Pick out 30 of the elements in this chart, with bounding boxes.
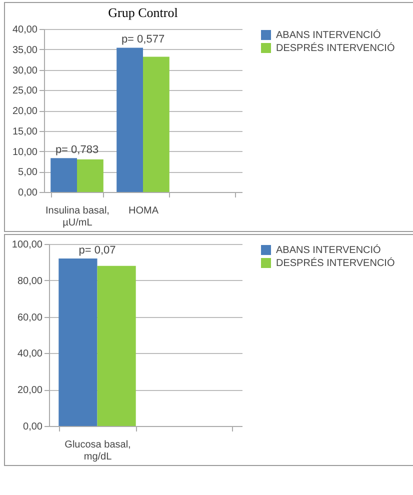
y-tick-label: 25,00 [12, 86, 38, 97]
bar [116, 48, 143, 192]
bar [77, 159, 104, 192]
legend-label: DESPRÉS INTERVENCIÓ [276, 257, 395, 269]
y-tick-label: 10,00 [12, 146, 38, 158]
legend-label: DESPRÉS INTERVENCIÓ [276, 42, 395, 54]
y-tick-label: 80,00 [17, 276, 43, 287]
y-tick-label: 40,00 [12, 24, 38, 36]
x-tick-label: Insulina basal, µU/mL [46, 206, 110, 228]
legend-label: ABANS INTERVENCIÓ [276, 244, 382, 256]
annotation: p= 0,577 [121, 34, 165, 46]
y-tick-label: 0,00 [23, 422, 43, 432]
y-tick-label: 20,00 [12, 106, 38, 117]
bar [143, 56, 170, 192]
legend-label: ABANS INTERVENCIÓ [276, 29, 382, 41]
y-tick-label: 20,00 [17, 385, 43, 396]
y-tick-label: 0,00 [18, 188, 38, 198]
chart-title: Grup Control [108, 5, 178, 20]
annotation: p= 0,783 [55, 144, 99, 156]
y-tick-label: 100,00 [12, 240, 43, 250]
y-tick-label: 30,00 [12, 65, 38, 76]
bar [50, 158, 77, 192]
annotation: p= 0,07 [78, 244, 116, 257]
x-tick-label: Glucosa basal, mg/dL [64, 440, 131, 462]
y-tick-label: 15,00 [12, 126, 38, 138]
y-tick-label: 5,00 [18, 167, 38, 178]
y-tick-label: 35,00 [12, 44, 38, 56]
x-tick-label: HOMA [128, 206, 159, 216]
y-tick-label: 40,00 [17, 348, 43, 360]
y-tick-label: 60,00 [17, 312, 43, 324]
